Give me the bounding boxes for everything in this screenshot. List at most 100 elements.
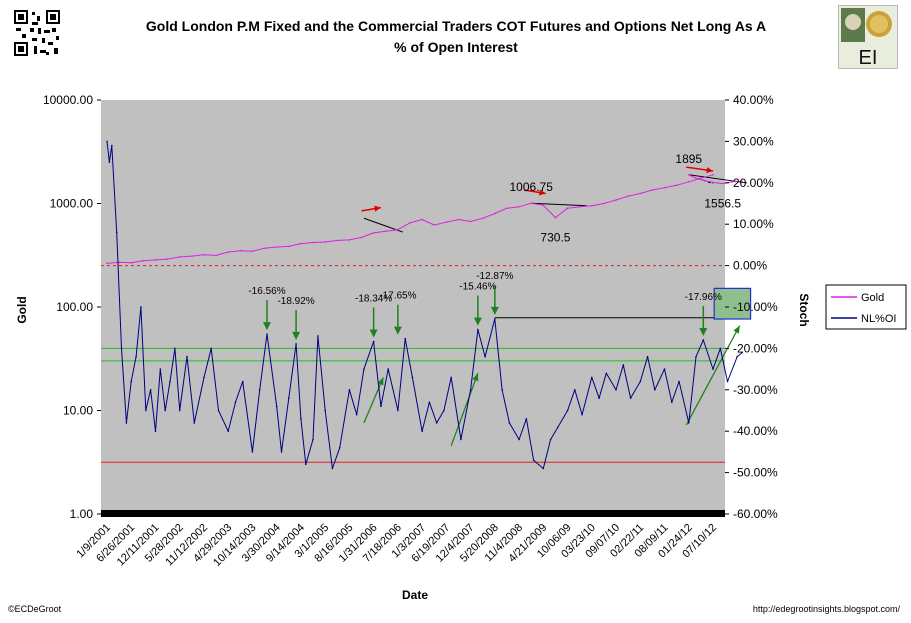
y-right-tick-label-3: 10.00% (733, 217, 774, 231)
series-point-0-24 (397, 228, 399, 231)
annotation-label-1: 1006.75 (510, 180, 554, 194)
series-point-2-87 (736, 355, 739, 358)
series-point-0-7 (191, 255, 193, 257)
annotation-arrowhead-5 (292, 331, 301, 340)
series-point-0-39 (578, 205, 581, 208)
series-point-0-2 (130, 261, 133, 264)
series-point-2-66 (566, 409, 569, 412)
series-point-0-29 (457, 218, 460, 221)
series-point-0-35 (530, 202, 532, 204)
series-point-2-31 (295, 343, 297, 345)
y-right-tick-label-8: -40.00% (733, 424, 778, 438)
series-point-0-32 (494, 212, 496, 215)
y-right-tick-label-10: -60.00% (733, 507, 778, 521)
series-point-1-3 (712, 181, 714, 184)
series-point-2-68 (581, 413, 583, 416)
series-point-0-26 (421, 218, 423, 221)
series-point-2-10 (149, 389, 152, 391)
series-point-1-5 (731, 181, 734, 183)
series-point-2-33 (304, 463, 307, 466)
series-point-2-1 (108, 161, 111, 163)
series-point-2-81 (687, 422, 690, 424)
series-point-2-32 (300, 417, 302, 420)
series-point-2-75 (639, 380, 642, 383)
series-point-0-37 (554, 216, 557, 219)
series-point-0-17 (312, 241, 314, 244)
series-point-0-6 (178, 256, 181, 258)
series-point-2-41 (363, 368, 365, 370)
series-point-2-28 (275, 405, 278, 408)
series-point-0-48 (687, 181, 690, 183)
series-point-0-44 (639, 192, 642, 195)
series-point-0-13 (263, 247, 266, 249)
series-point-1-4 (721, 182, 724, 185)
y-right-tick-label-6: -20.00% (733, 341, 778, 355)
gold-trendline-1 (531, 202, 587, 207)
series-point-2-77 (654, 389, 656, 391)
series-point-2-83 (702, 339, 705, 341)
annotation-label-3: 1556.5 (704, 197, 741, 211)
series-point-2-76 (646, 355, 649, 358)
series-point-0-16 (300, 242, 302, 245)
series-point-2-26 (258, 389, 261, 391)
y-left-label: Gold (15, 296, 29, 323)
series-point-2-18 (193, 422, 196, 424)
series-point-0-34 (518, 205, 520, 208)
series-point-2-30 (288, 397, 290, 399)
y-right-tick-label-2: 20.00% (733, 176, 774, 190)
series-point-2-19 (203, 376, 205, 379)
green-trend-arrow-0 (363, 377, 384, 424)
chart-title-line-2: % of Open Interest (394, 39, 518, 55)
series-point-2-20 (210, 347, 213, 350)
series-point-2-72 (615, 389, 617, 391)
series-point-2-53 (460, 438, 462, 441)
series-point-2-12 (159, 368, 162, 370)
red-arrowhead-2 (706, 167, 713, 174)
legend: Gold NL%OI (825, 284, 907, 330)
series-point-2-27 (266, 333, 268, 335)
series-point-2-22 (227, 430, 229, 433)
series-point-0-28 (445, 221, 448, 223)
series-point-2-0 (106, 140, 108, 143)
y-right-tick-label-1: 30.00% (733, 134, 774, 148)
series-point-2-58 (501, 389, 503, 391)
series-point-2-35 (317, 335, 319, 337)
series-point-2-63 (542, 467, 545, 470)
series-point-0-47 (675, 184, 678, 187)
series-point-2-80 (678, 380, 680, 383)
series-point-2-85 (719, 347, 722, 350)
series-point-2-29 (280, 451, 283, 453)
series-point-0-0 (106, 262, 108, 264)
series-point-0-38 (566, 207, 569, 210)
series-point-2-23 (234, 401, 237, 404)
green-trend-arrow-2 (685, 325, 741, 426)
series-point-0-25 (409, 222, 411, 224)
legend-nl-label: NL%OI (861, 313, 896, 325)
plot-area (101, 100, 725, 514)
series-point-2-43 (380, 405, 382, 408)
series-point-0-8 (203, 253, 205, 256)
annotation-label-8: -15.46% (459, 282, 496, 293)
credit-right: http://edegrootinsights.blogspot.com/ (753, 604, 901, 614)
series-point-2-54 (469, 389, 472, 391)
series-point-2-49 (428, 401, 431, 404)
series-point-2-84 (712, 368, 714, 370)
series-point-2-70 (598, 397, 600, 399)
series-point-2-39 (348, 389, 351, 391)
series-point-0-27 (433, 224, 436, 226)
series-point-2-7 (135, 355, 137, 358)
series-point-2-9 (144, 409, 147, 412)
annotation-arrowhead-8 (473, 317, 482, 326)
series-point-2-56 (484, 355, 486, 358)
y-right-label: Stoch (797, 293, 811, 326)
series-point-2-78 (663, 368, 666, 370)
series-point-1-0 (687, 173, 690, 176)
series-point-0-36 (542, 204, 545, 207)
series-point-0-4 (154, 259, 157, 261)
series-point-2-5 (125, 422, 128, 424)
x-axis-label: Date (402, 588, 428, 602)
annotation-label-5: -18.92% (277, 296, 314, 307)
series-point-0-19 (336, 239, 339, 242)
series-point-0-45 (651, 189, 654, 191)
